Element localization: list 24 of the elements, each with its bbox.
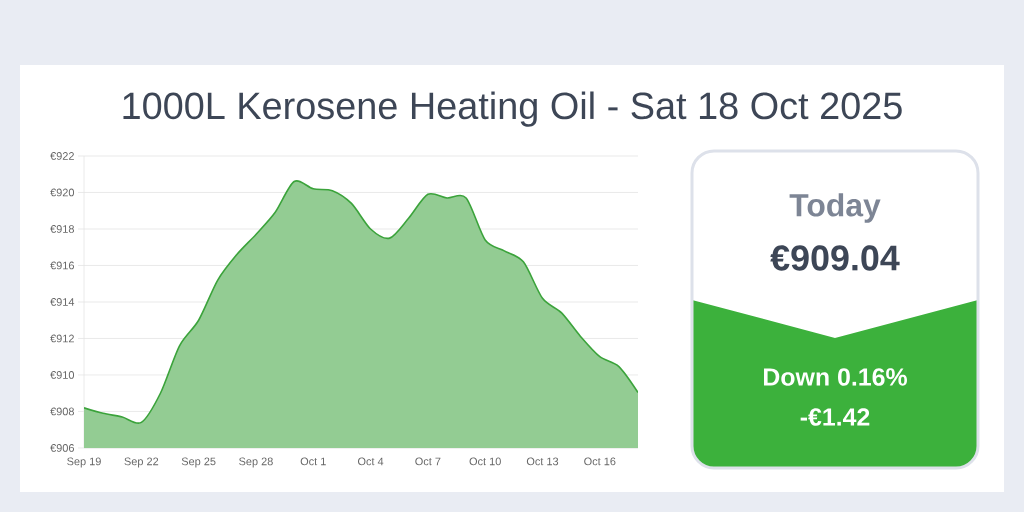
text: -€1.42 (800, 408, 870, 426)
x-tick-label: Oct 7 (415, 457, 441, 466)
x-tick-label: Sep 25 (181, 457, 216, 468)
y-tick-label: €918 (50, 225, 74, 233)
x-tick-label: Oct 16 (584, 457, 616, 466)
x-tick-label: Oct 1 (300, 457, 326, 466)
y-tick-label: €914 (50, 298, 75, 306)
x-tick-label: Sep 22 (124, 457, 159, 468)
x-tick-label: Oct 10 (469, 457, 501, 466)
x-tick-label: Sep 19 (67, 457, 101, 468)
x-tick-label: Oct 4 (357, 457, 384, 466)
chart-title: 1000L Kerosene Heating Oil - Sat 18 Oct 2025 (123, 91, 902, 127)
y-tick-label: €912 (50, 334, 74, 343)
y-tick-label: €906 (50, 444, 74, 452)
x-tick-label: Oct 13 (526, 457, 559, 466)
y-tick-label: €922 (50, 152, 74, 160)
y-tick-label: €920 (50, 188, 75, 197)
text: €909.04 (770, 245, 900, 271)
y-tick-label: €910 (50, 371, 75, 379)
text: Down 0.16% (764, 368, 907, 386)
x-tick-label: Sep 28 (239, 457, 273, 468)
y-tick-label: €916 (50, 261, 74, 270)
y-tick-label: €908 (50, 407, 74, 416)
text: Today (789, 193, 881, 223)
